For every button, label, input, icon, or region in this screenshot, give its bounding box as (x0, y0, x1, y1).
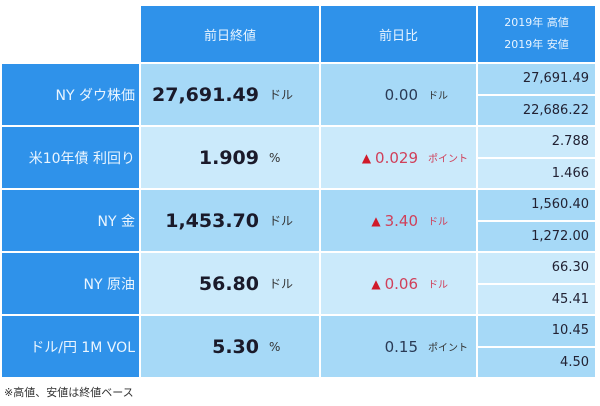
change-unit: ドル (428, 91, 448, 102)
header-prev-close: 前日終値 (141, 6, 319, 62)
row-label: NY 金 (2, 190, 139, 251)
change-value: 3.40 (384, 211, 418, 230)
header-high-low: 2019年 高値 2019年 安値 (478, 6, 595, 62)
change-cell: 0.00 ドル (321, 64, 476, 125)
up-arrow-icon: ▲ (361, 150, 372, 165)
header-low: 2019年 安値 (504, 38, 569, 51)
low-value: 45.41 (478, 284, 595, 314)
prev-close-cell: 1,453.70 ドル (141, 190, 319, 251)
prev-close-value: 27,691.49 (152, 83, 259, 106)
prev-close-value: 5.30 (212, 335, 259, 358)
change-value: 0.15 (384, 337, 418, 356)
change-cell: ▲ 0.029 ポイント (321, 127, 476, 188)
change-unit: ドル (428, 280, 448, 291)
low-value: 4.50 (478, 347, 595, 377)
high-value: 66.30 (478, 253, 595, 283)
prev-close-unit: ドル (269, 277, 294, 291)
prev-close-cell: 56.80 ドル (141, 253, 319, 314)
prev-close-value: 1,453.70 (165, 209, 259, 232)
up-arrow-icon: ▲ (371, 276, 381, 291)
low-value: 1,272.00 (478, 221, 595, 251)
row-label: ドル/円 1M VOL (2, 316, 139, 377)
high-low-cell: 1,560.40 1,272.00 (478, 190, 595, 251)
high-low-cell: 66.30 45.41 (478, 253, 595, 314)
change-cell: ▲ 3.40 ドル (321, 190, 476, 251)
change-cell: ▲ 0.06 ドル (321, 253, 476, 314)
corner-cell (2, 6, 139, 62)
prev-close-unit: ドル (269, 214, 294, 228)
footnote: ※高値、安値は終値ベース (4, 386, 134, 399)
high-low-cell: 10.45 4.50 (478, 316, 595, 377)
prev-close-unit: % (269, 339, 281, 354)
prev-close-cell: 27,691.49 ドル (141, 64, 319, 125)
prev-close-cell: 5.30 % (141, 316, 319, 377)
high-value: 1,560.40 (478, 190, 595, 220)
market-table: 前日終値 前日比 2019年 高値 2019年 安値 NY ダウ株価 27,69… (2, 6, 595, 377)
high-value: 27,691.49 (478, 64, 595, 94)
change-unit: ポイント (428, 154, 468, 165)
prev-close-unit: ドル (269, 88, 294, 102)
change-unit: ドル (428, 217, 448, 228)
prev-close-unit: % (269, 150, 281, 165)
prev-close-cell: 1.909 % (141, 127, 319, 188)
high-value: 10.45 (478, 316, 595, 346)
row-label: NY 原油 (2, 253, 139, 314)
high-low-cell: 27,691.49 22,686.22 (478, 64, 595, 125)
high-value: 2.788 (478, 127, 595, 157)
header-change: 前日比 (321, 6, 476, 62)
change-value: 0.029 (375, 148, 418, 167)
change-cell: 0.15 ポイント (321, 316, 476, 377)
low-value: 22,686.22 (478, 95, 595, 125)
change-unit: ポイント (428, 343, 468, 354)
up-arrow-icon: ▲ (371, 213, 381, 228)
change-value: 0.00 (384, 85, 418, 104)
row-label: 米10年債 利回り (2, 127, 139, 188)
change-value: 0.06 (384, 274, 418, 293)
prev-close-value: 1.909 (198, 146, 259, 169)
row-label: NY ダウ株価 (2, 64, 139, 125)
low-value: 1.466 (478, 158, 595, 188)
prev-close-value: 56.80 (198, 272, 259, 295)
header-high: 2019年 高値 (504, 16, 569, 29)
high-low-cell: 2.788 1.466 (478, 127, 595, 188)
